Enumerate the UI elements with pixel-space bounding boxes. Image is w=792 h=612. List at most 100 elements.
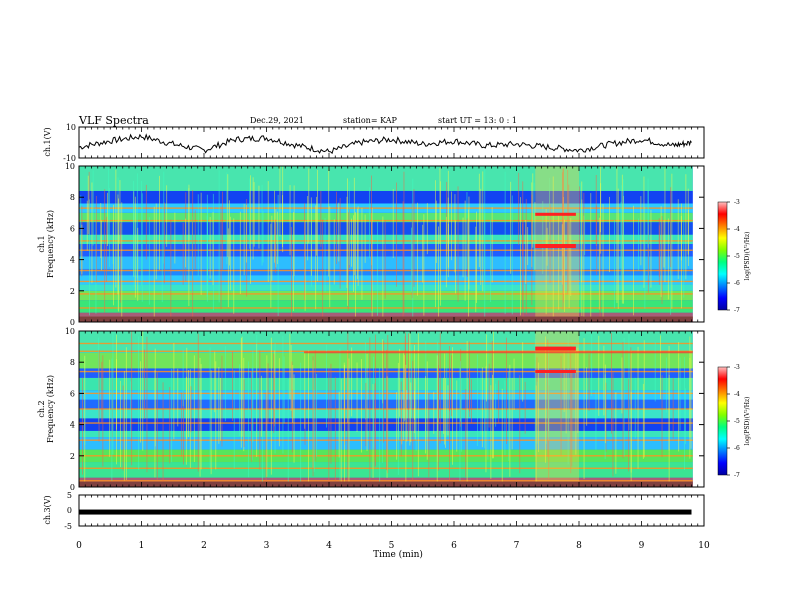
spec-sferic xyxy=(122,385,124,471)
spec-event-line xyxy=(535,346,576,351)
spec-sferic xyxy=(545,336,546,463)
spec-sferic xyxy=(293,185,295,277)
ch3-trace xyxy=(79,509,692,515)
spec-sferic xyxy=(445,216,447,288)
spec-tone-line xyxy=(79,280,693,283)
ch2-spec-ylabel-line2: Frequency (kHz) xyxy=(46,375,55,443)
x-tick-label: 4 xyxy=(326,541,332,551)
spec-sferic xyxy=(643,176,645,288)
spec-sferic xyxy=(251,371,252,462)
ch1-frame xyxy=(78,126,705,159)
spec-sferic xyxy=(304,351,306,429)
spec-sferic xyxy=(197,194,199,277)
spec-sferic xyxy=(317,170,318,282)
spec-sferic xyxy=(92,170,94,246)
ch1-colorbar-ticks: -3 -4 -5 -6 -7 xyxy=(727,199,740,314)
spec-sferic xyxy=(598,217,600,310)
ch2-colorbar: -3 -4 -5 -6 -7 log(PSD)(V²/Hz) xyxy=(717,364,751,479)
spec-sferic xyxy=(232,351,233,421)
spec-sferic xyxy=(133,205,135,287)
spec-sferic xyxy=(140,361,141,443)
spec-sferic xyxy=(411,344,412,417)
spec-sferic xyxy=(209,217,211,279)
spec-sferic xyxy=(672,378,674,439)
spec-sferic xyxy=(685,174,687,280)
spec-sferic xyxy=(386,376,388,478)
spec-sferic xyxy=(137,227,139,302)
spec-sferic xyxy=(249,178,250,249)
spec-tone-line xyxy=(79,350,693,352)
spec-sferic xyxy=(567,331,569,465)
spec-sferic xyxy=(617,188,619,309)
spec-sferic xyxy=(159,175,160,270)
spec-sferic xyxy=(289,333,291,400)
spec-sferic xyxy=(440,181,441,306)
spec-sferic xyxy=(403,351,405,441)
spec-sferic xyxy=(229,200,230,266)
spec-sferic xyxy=(226,172,228,265)
spec-sferic xyxy=(313,389,315,472)
start-time-label: start UT = 13: 0 : 1 xyxy=(438,116,517,125)
spec-sferic xyxy=(451,191,452,261)
spec-sferic xyxy=(549,204,551,284)
spec-sferic xyxy=(104,189,106,313)
spec-sferic xyxy=(452,347,453,465)
x-tick-label: 0 xyxy=(76,541,82,551)
spec-sferic xyxy=(361,359,362,453)
spec-sferic xyxy=(583,338,585,480)
spec-sferic xyxy=(535,385,537,483)
spec-sferic xyxy=(315,205,317,310)
spec-sferic xyxy=(86,200,88,251)
spec-sferic xyxy=(406,390,408,442)
spec-sferic xyxy=(117,194,119,295)
spec-sferic xyxy=(447,170,449,278)
spec-sferic xyxy=(484,379,485,449)
spec-sferic xyxy=(519,375,521,474)
spec-sferic xyxy=(658,225,660,285)
spec-sferic xyxy=(640,196,642,266)
spec-sferic xyxy=(583,192,585,251)
spec-sferic xyxy=(189,369,191,468)
spec-sferic xyxy=(580,183,582,310)
spec-sferic xyxy=(89,199,90,316)
spec-sferic xyxy=(365,382,367,447)
spec-sferic xyxy=(664,168,666,282)
spec-sferic xyxy=(562,168,564,310)
spec-sferic xyxy=(410,382,412,443)
spec-sferic xyxy=(679,357,681,431)
spec-sferic xyxy=(141,180,143,286)
spec-sferic xyxy=(116,359,117,430)
spec-sferic xyxy=(109,187,110,267)
spec-sferic xyxy=(401,391,403,445)
spec-sferic xyxy=(623,179,624,275)
spec-sferic xyxy=(480,188,482,286)
spec-sferic xyxy=(605,382,607,452)
spec-sferic xyxy=(245,204,247,263)
spec-band xyxy=(79,275,693,285)
colorbar-tick-label: -6 xyxy=(734,280,740,287)
spec-sferic xyxy=(291,227,292,320)
spec-sferic xyxy=(316,373,317,457)
spec-sferic xyxy=(451,355,452,417)
spec-sferic xyxy=(197,333,199,472)
spec-sferic xyxy=(270,337,272,475)
spec-ytick-label: 8 xyxy=(70,358,75,367)
spec-sferic xyxy=(460,378,462,452)
spec-sferic xyxy=(271,215,273,281)
spec-sferic xyxy=(403,355,405,422)
spec-sferic xyxy=(357,206,359,286)
spec-sferic xyxy=(533,182,535,276)
spec-sferic xyxy=(278,358,280,447)
spec-sferic xyxy=(307,196,309,261)
spec-sferic xyxy=(275,209,277,268)
spec-sferic xyxy=(402,201,404,319)
spec-sferic xyxy=(563,351,565,412)
spec-sferic xyxy=(310,197,312,276)
spec-sferic xyxy=(581,181,583,283)
spec-sferic xyxy=(616,166,618,304)
spec-sferic xyxy=(259,350,261,470)
spec-sferic xyxy=(340,378,342,487)
spec-sferic xyxy=(188,184,190,241)
spec-sferic xyxy=(642,383,644,459)
